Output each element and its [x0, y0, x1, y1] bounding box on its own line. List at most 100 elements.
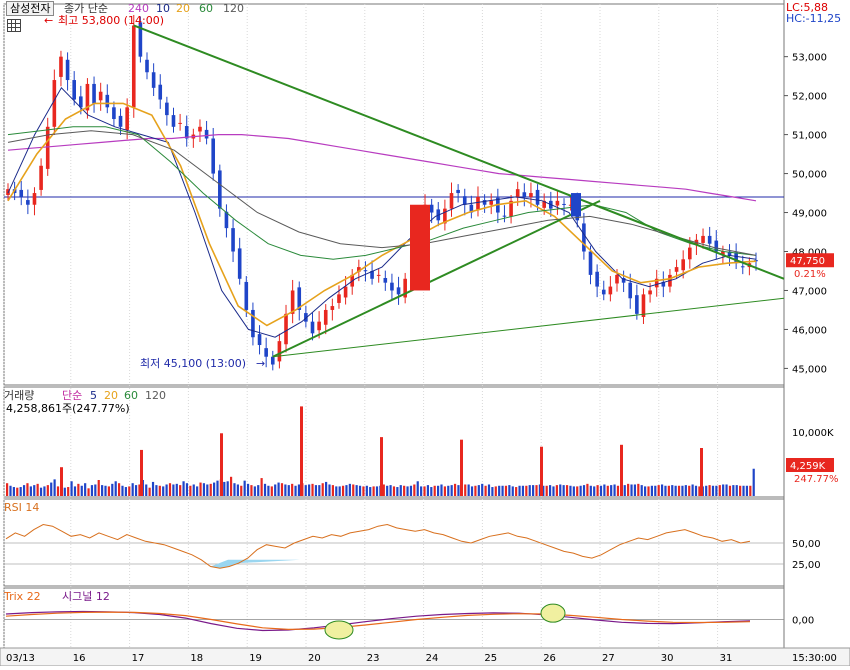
- candle-body: [429, 204, 434, 213]
- volume-bar: [148, 487, 151, 496]
- volume-bar: [121, 485, 124, 496]
- volume-bar: [185, 483, 189, 496]
- ma60-label: 60: [199, 2, 213, 15]
- volume-bar: [291, 483, 294, 496]
- volume-bar: [440, 484, 443, 496]
- volume-bar: [386, 485, 389, 496]
- volume-bar: [134, 485, 138, 496]
- candle-body: [443, 208, 447, 224]
- volume-bar: [637, 483, 640, 496]
- volume-bar: [318, 485, 321, 496]
- candle-body: [661, 281, 666, 287]
- volume-bar: [382, 484, 385, 496]
- volume-bar: [420, 486, 423, 496]
- candle-body: [184, 126, 189, 139]
- volume-ma-label: 단순: [62, 389, 83, 402]
- candle-body: [39, 165, 43, 190]
- volume-bar: [562, 485, 565, 496]
- volume-bar: [124, 487, 127, 496]
- volume-bar: [280, 483, 284, 496]
- candle-body: [231, 228, 235, 252]
- candle-body: [641, 294, 646, 317]
- volume-bar: [355, 485, 358, 496]
- volume-bar: [484, 485, 487, 496]
- change-pct-label: 0.21%: [794, 269, 826, 280]
- candle-body: [370, 270, 374, 279]
- volume-bar: [90, 485, 94, 496]
- candle-body: [363, 270, 368, 272]
- candle-body: [502, 215, 507, 217]
- high-arrow: ←: [44, 14, 53, 27]
- trix-cross-marker-low: [324, 620, 354, 640]
- volume-bar: [53, 479, 56, 496]
- volume-bar: [358, 485, 362, 496]
- volume-bar: [698, 486, 701, 496]
- candle-body: [330, 306, 335, 310]
- candle-body: [224, 211, 229, 229]
- volume-bar: [749, 485, 752, 496]
- trix-tick-label: 0,00: [792, 616, 814, 627]
- volume-bar: [246, 483, 250, 496]
- volume-bar: [372, 486, 375, 496]
- candle-body: [72, 80, 76, 100]
- volume-bar: [233, 483, 236, 496]
- date-tick-label: 25: [484, 653, 497, 664]
- volume-bar: [36, 483, 39, 496]
- stock-name[interactable]: 삼성전자: [6, 1, 55, 16]
- price-tick-label: 49,000: [792, 209, 827, 220]
- candle-body: [357, 267, 361, 272]
- volume-bar: [352, 484, 355, 496]
- time-label: 15:30:00: [792, 653, 837, 664]
- volume-bar: [491, 487, 494, 496]
- volume-bar: [138, 484, 141, 496]
- volume-bar: [413, 484, 416, 496]
- volume-bar: [151, 481, 155, 496]
- candle-body: [112, 107, 116, 120]
- volume-bar: [202, 483, 206, 496]
- candle-body: [297, 287, 302, 310]
- candle-body: [608, 286, 613, 295]
- volume-bar: [6, 483, 9, 496]
- volume-bar: [325, 481, 328, 496]
- volume-bar: [145, 484, 148, 496]
- rsi-tick-label: 25,00: [792, 560, 821, 571]
- volume-bar: [348, 483, 351, 496]
- volume-bar: [396, 487, 399, 496]
- volume-bar: [162, 486, 165, 496]
- volume-bar: [77, 483, 80, 496]
- date-tick-label: 23: [367, 653, 380, 664]
- candle-body: [198, 126, 202, 132]
- candle-body: [390, 282, 394, 291]
- volume-bar: [308, 484, 311, 496]
- candle-body: [105, 94, 110, 108]
- price-tick-label: 53,000: [792, 53, 827, 64]
- volume-bar: [684, 485, 687, 496]
- volume-bar: [46, 485, 49, 496]
- candle-body: [681, 259, 685, 271]
- volume-bar: [321, 483, 324, 496]
- hc-readout: HC:-11,25: [786, 12, 842, 25]
- volume-bar: [375, 486, 379, 496]
- candle-body: [376, 274, 381, 276]
- volume-bar: [250, 485, 253, 496]
- volume-bar: [392, 486, 396, 496]
- candle-body: [588, 251, 593, 275]
- volume-bar: [253, 486, 256, 496]
- volume-bar: [26, 483, 29, 496]
- volume-bar: [335, 486, 338, 496]
- volume-bar: [50, 482, 53, 496]
- volume-bar: [515, 487, 518, 496]
- ma240-label: 240: [128, 2, 149, 15]
- candle-body: [522, 192, 527, 197]
- price-tick-label: 48,000: [792, 248, 827, 259]
- volume-bar: [579, 485, 582, 496]
- volume-bar: [209, 483, 212, 496]
- volume-bar: [39, 487, 43, 496]
- candle-body: [118, 115, 123, 127]
- volume-bar: [627, 483, 630, 496]
- volume-bar: [735, 485, 738, 496]
- volume-ma5-label: 5: [90, 389, 97, 402]
- trix-title: Trix 22: [4, 590, 41, 603]
- grid-icon[interactable]: [7, 19, 21, 32]
